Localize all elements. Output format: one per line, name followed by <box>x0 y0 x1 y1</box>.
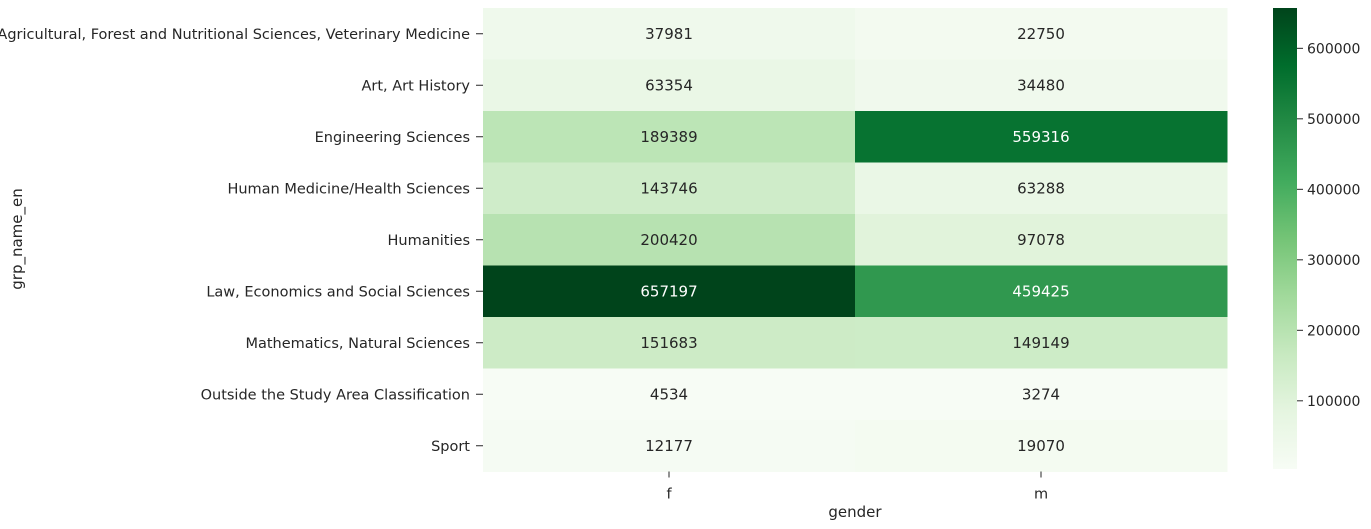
heatmap-cell <box>855 368 1228 421</box>
column-label: m <box>1034 487 1048 503</box>
row-label: Mathematics, Natural Sciences <box>245 336 470 352</box>
heatmap-cell <box>483 265 856 318</box>
cell-value-label: 34480 <box>1017 76 1065 94</box>
row-label: Sport <box>431 439 470 455</box>
cell-value-label: 559316 <box>1012 128 1069 146</box>
cell-value-label: 97078 <box>1017 231 1065 249</box>
cell-value-label: 37981 <box>645 25 693 43</box>
heatmap-cell <box>483 317 856 369</box>
heatmap-cell <box>483 8 856 60</box>
heatmap-cell <box>855 8 1228 60</box>
heatmap-cell <box>855 162 1228 215</box>
colorbar-tick-label: 400000 <box>1307 182 1360 198</box>
colorbar-tick-label: 300000 <box>1307 253 1360 269</box>
heatmap-cell <box>855 59 1228 112</box>
heatmap-cell <box>855 214 1228 266</box>
cell-value-label: 657197 <box>640 282 697 300</box>
heatmap-cell <box>855 317 1228 369</box>
cell-value-label: 151683 <box>640 334 697 352</box>
row-label: Humanities <box>387 233 470 249</box>
y-axis-label: grp_name_en <box>8 188 27 289</box>
heatmap-cell <box>855 265 1228 318</box>
colorbar-tick-label: 600000 <box>1307 41 1360 57</box>
row-label: Art, Art History <box>361 78 470 94</box>
cell-value-label: 22750 <box>1017 25 1065 43</box>
heatmap-cell <box>483 420 856 472</box>
row-label: Law, Economics and Social Sciences <box>206 284 470 300</box>
cell-value-label: 19070 <box>1017 437 1065 455</box>
heatmap-cell <box>483 368 856 421</box>
heatmap-cell <box>483 59 856 112</box>
heatmap-cell <box>483 162 856 215</box>
row-labels: Agricultural, Forest and Nutritional Sci… <box>0 27 483 455</box>
heatmap-cells: 37981 22750 63354 34480 189389 559316 143746 63… <box>483 8 1228 472</box>
cell-value-label: 4534 <box>650 385 688 403</box>
colorbar-tick-label: 100000 <box>1307 394 1360 410</box>
cell-value-label: 149149 <box>1012 334 1069 352</box>
colorbar <box>1273 8 1297 469</box>
x-axis-label: gender <box>828 503 882 521</box>
row-label: Engineering Sciences <box>315 130 470 146</box>
column-label: f <box>666 487 672 503</box>
cell-value-label: 3274 <box>1022 385 1060 403</box>
cell-value-label: 200420 <box>640 231 697 249</box>
row-label: Human Medicine/Health Sciences <box>227 181 470 197</box>
heatmap-cell <box>483 214 856 266</box>
heatmap-cell <box>483 111 856 163</box>
cell-value-label: 143746 <box>640 179 697 197</box>
heatmap-cell <box>855 420 1228 472</box>
cell-value-label: 189389 <box>640 128 697 146</box>
colorbar-ticks: 100000 200000 300000 400000 500000 600000 <box>1297 41 1360 410</box>
cell-value-label: 12177 <box>645 437 693 455</box>
cell-value-label: 63288 <box>1017 179 1065 197</box>
colorbar-tick-label: 500000 <box>1307 112 1360 128</box>
colorbar-tick-label: 200000 <box>1307 323 1360 339</box>
row-label: Outside the Study Area Classification <box>201 387 470 403</box>
heatmap-cell <box>855 111 1228 163</box>
cell-value-label: 63354 <box>645 76 693 94</box>
cell-value-label: 459425 <box>1012 282 1069 300</box>
row-label: Agricultural, Forest and Nutritional Sci… <box>0 27 470 43</box>
